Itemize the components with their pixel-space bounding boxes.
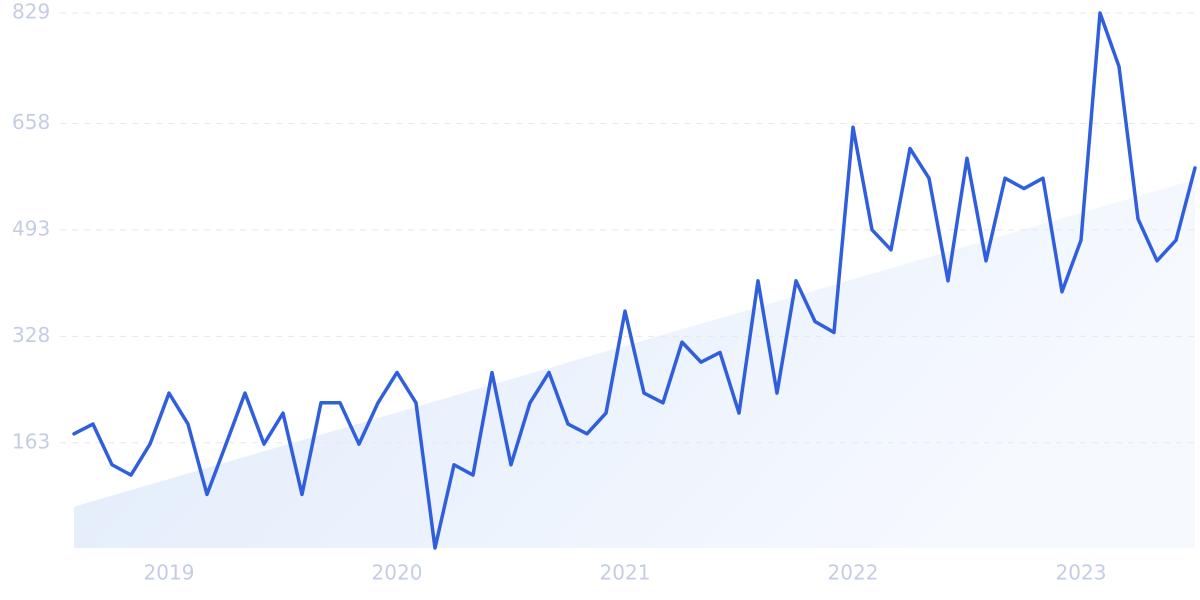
y-tick-label: 829 — [12, 0, 50, 24]
y-tick-label: 658 — [12, 110, 50, 134]
x-tick-label: 2022 — [828, 561, 879, 585]
y-tick-label: 328 — [12, 323, 50, 347]
data-line — [72, 11, 1197, 550]
y-tick-label: 163 — [12, 429, 50, 453]
x-tick-label: 2021 — [600, 561, 651, 585]
x-tick-label: 2023 — [1056, 561, 1107, 585]
x-tick-label: 2020 — [372, 561, 423, 585]
trend-area — [74, 179, 1195, 548]
x-tick-label: 2019 — [144, 561, 195, 585]
y-tick-label: 493 — [12, 216, 50, 240]
